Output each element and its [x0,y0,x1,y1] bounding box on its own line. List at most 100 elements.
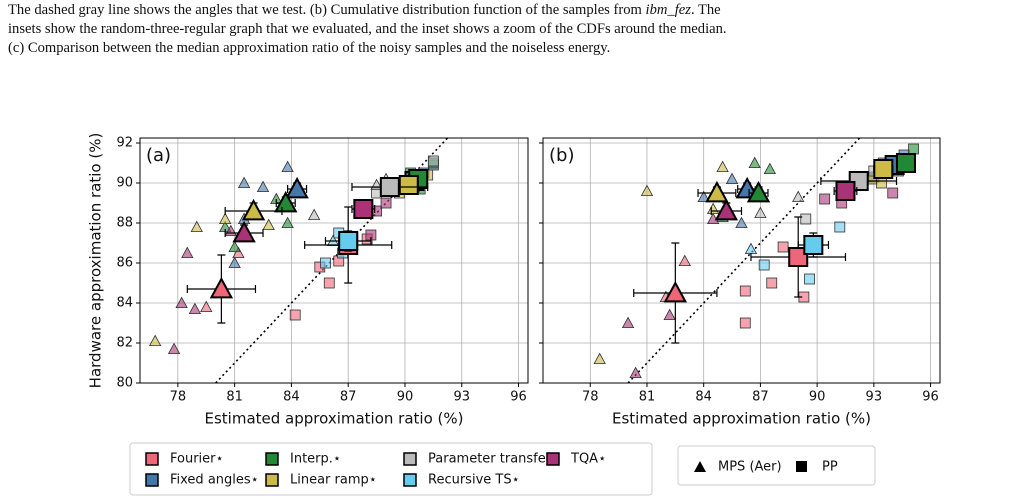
legend-square [796,461,807,472]
x-tick-label: 87 [340,390,357,405]
sample-triangle [792,190,805,203]
sample-triangle [281,216,294,229]
median-triangle [705,180,729,203]
x-tick-label: 96 [510,390,527,405]
x-tick-label: 84 [283,390,300,405]
sample-triangle [256,180,270,193]
panel-label: (a) [146,145,171,166]
legend-label: TQA⋆ [570,452,606,467]
legend-label: PP [822,460,838,475]
median-square [338,231,359,251]
legend-swatch [145,473,159,487]
x-tick-label: 90 [809,390,826,405]
x-tick-label: 84 [695,390,712,405]
sample-square [908,143,919,155]
sample-square [777,241,789,253]
sample-square [819,193,831,205]
sample-triangle [228,240,241,253]
sample-square [887,187,899,199]
legend-triangle [694,461,706,472]
sample-triangle [593,352,606,365]
sample-triangle [678,254,691,267]
sample-square [323,277,335,289]
median-square [353,199,374,219]
sample-triangle [763,162,777,175]
sample-square [739,285,751,297]
y-tick-label: 88 [116,216,133,231]
legend-swatch [145,452,159,466]
sample-triangle [228,256,241,269]
legend-swatch [265,473,279,487]
median-triangle [274,190,298,213]
legend-label: Parameter transfer [428,452,552,467]
sample-square [739,317,751,329]
legend-swatch [403,473,417,487]
sample-triangle [232,246,245,259]
median-triangle [232,220,256,243]
sample-square [289,309,301,321]
sample-square [758,259,770,271]
sample-triangle [175,296,188,309]
legend-label: Interp.⋆ [290,452,341,467]
reference-diagonal [627,138,861,383]
legend-label: Fixed angles⋆ [170,473,259,488]
x-tick-label: 78 [582,390,599,405]
legend-label: Linear ramp⋆ [290,473,377,488]
plot-frame [139,137,529,384]
sample-triangle [167,342,181,355]
sample-triangle [725,172,739,185]
x-tick-label: 78 [170,390,187,405]
sample-triangle [697,190,710,203]
x-tick-label: 81 [226,390,243,405]
median-triangle [241,198,266,221]
median-square [398,175,419,195]
sample-square [766,277,778,289]
caption-line: The dashed gray line shows the angles th… [8,2,721,19]
median-triangle [663,280,688,303]
median-triangle [209,276,234,299]
y-tick-label: 90 [116,176,133,191]
sample-triangle [748,156,761,169]
sample-square [320,257,331,269]
median-triangle [285,176,309,199]
sample-square [804,273,815,285]
caption-line: (c) Comparison between the median approx… [8,40,611,56]
legend-label: Recursive TS⋆ [428,473,520,488]
marker-legend-box [677,445,876,486]
sample-triangle [148,334,162,347]
legend-swatch [265,452,279,466]
median-square [803,235,824,255]
sample-triangle [706,202,720,215]
legend-label: Fourier⋆ [170,452,224,467]
x-tick-label: 93 [866,390,883,405]
sample-square [380,197,392,209]
plot-area [593,143,919,379]
median-square [895,153,916,173]
sample-triangle [200,300,213,313]
sample-triangle [629,366,642,379]
sample-triangle [735,216,748,229]
sample-square [427,155,439,167]
legend-swatch [403,452,417,466]
sample-triangle [190,220,203,233]
y-tick-label: 92 [116,136,133,151]
median-square [379,177,400,197]
x-tick-label: 87 [752,390,769,405]
plot-frame [542,137,941,384]
x-tick-label: 90 [397,390,414,405]
median-square [873,159,894,179]
y-axis-label: Hardware approximation ratio (%) [87,133,105,389]
x-tick-label: 93 [453,390,470,405]
caption-text: The dashed gray line shows the angles th… [8,2,646,18]
sample-triangle [754,206,767,219]
legend-swatch [546,452,560,466]
sample-square [834,221,846,233]
sample-triangle [188,302,202,315]
y-tick-label: 86 [116,256,133,271]
y-tick-label: 80 [116,376,133,391]
y-tick-label: 82 [116,336,133,351]
sample-triangle [744,242,758,255]
sample-triangle [237,176,251,189]
